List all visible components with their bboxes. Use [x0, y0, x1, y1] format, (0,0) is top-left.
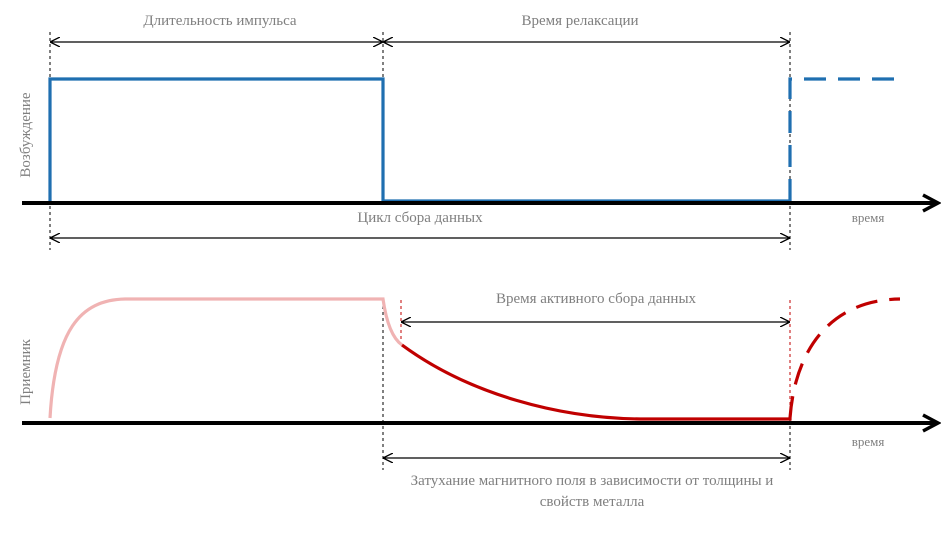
cycle-label: Цикл сбора данных [357, 210, 483, 226]
pulse-duration-label: Длительность импульса [143, 13, 297, 29]
decay-label-line2: свойств металла [540, 494, 645, 510]
receiver-decay-curve [401, 343, 792, 421]
excitation-next-pulse [788, 77, 900, 201]
relaxation-time-label: Время релаксации [521, 13, 638, 29]
decay-label-line1: Затухание магнитного поля в зависимости … [411, 473, 774, 489]
top-time-label: время [852, 210, 885, 225]
bottom-time-label: время [852, 434, 885, 449]
active-collection-label: Время активного сбора данных [496, 291, 697, 307]
receiver-next-rise [788, 297, 901, 419]
excitation-axis-label: Возбуждение [18, 92, 34, 178]
receiver-axis-label: Приемник [18, 338, 34, 405]
receiver-panel: Время активного сбора данных Затухание м… [18, 291, 938, 510]
excitation-pulse [48, 77, 790, 203]
excitation-panel: Длительность импульса Время релаксации Ц… [18, 13, 938, 250]
receiver-rise-curve [48, 297, 404, 419]
